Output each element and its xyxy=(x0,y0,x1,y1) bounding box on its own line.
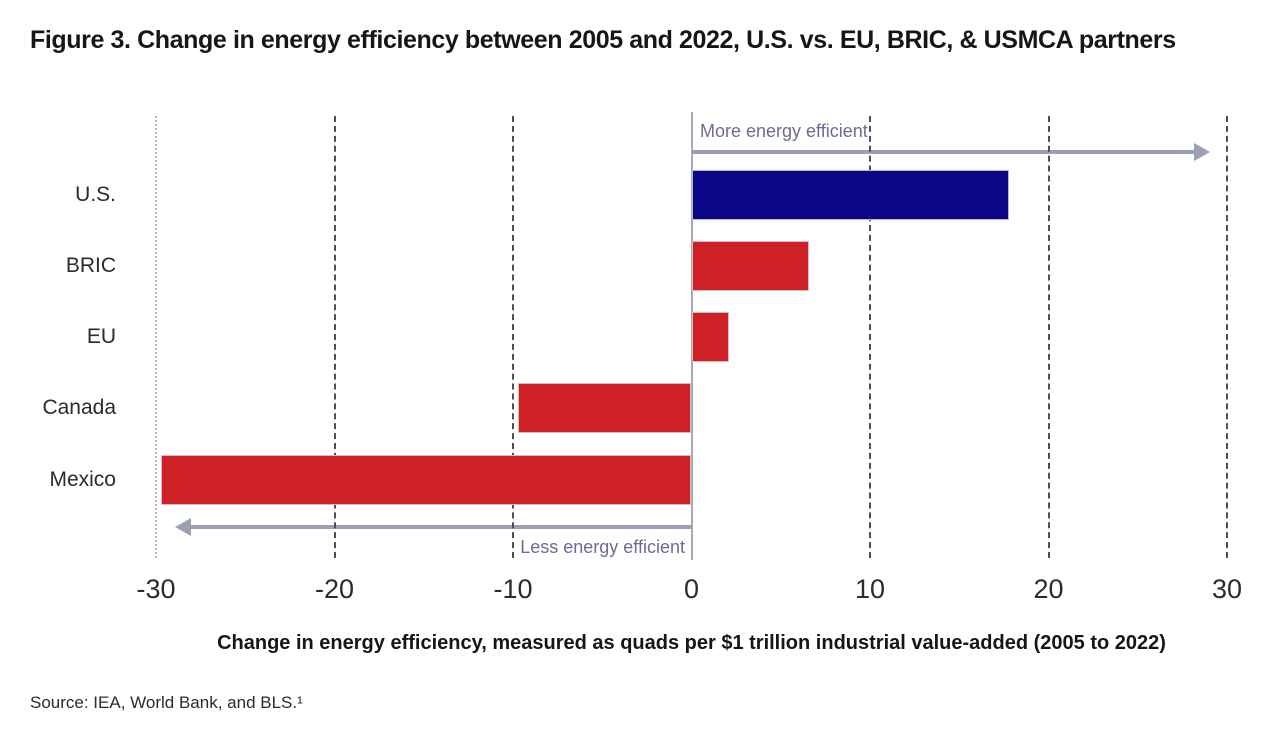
gridline-20 xyxy=(1047,116,1050,558)
category-label-us: U.S. xyxy=(75,183,116,206)
x-tick-label-10: 10 xyxy=(854,574,886,604)
category-label-bric: BRIC xyxy=(65,254,116,277)
x-tick-label-20: 20 xyxy=(1033,574,1064,604)
bar-bric xyxy=(691,241,810,291)
figure-title: Figure 3. Change in energy efficiency be… xyxy=(30,26,1176,54)
x-tick-label-30: 30 xyxy=(1211,574,1243,604)
bar-mexico xyxy=(161,455,692,505)
x-axis-label: Change in energy efficiency, measured as… xyxy=(217,632,1166,654)
gridline--10 xyxy=(512,116,514,558)
more-efficient-arrow xyxy=(693,150,1195,154)
bar-us xyxy=(691,170,1010,220)
left-arrowhead-icon xyxy=(175,518,191,536)
gridline-10 xyxy=(869,116,871,558)
x-tick-label--10: -10 xyxy=(493,574,533,604)
gridline--30 xyxy=(155,116,157,558)
category-label-mexico: Mexico xyxy=(49,468,116,491)
x-tick-label-0: 0 xyxy=(683,574,700,604)
annotation-more-efficient: More energy efficient xyxy=(700,121,868,141)
right-arrowhead-icon xyxy=(1194,143,1210,161)
source-note: Source: IEA, World Bank, and BLS.¹ xyxy=(30,693,303,712)
x-tick-label--30: -30 xyxy=(136,574,176,604)
gridline-30 xyxy=(1226,116,1228,558)
x-tick-label--20: -20 xyxy=(314,574,355,604)
less-efficient-arrow xyxy=(191,525,692,529)
category-label-canada: Canada xyxy=(42,396,116,419)
annotation-less-efficient: Less energy efficient xyxy=(520,537,685,557)
gridline--20 xyxy=(333,116,336,558)
bar-canada xyxy=(518,383,692,433)
category-label-eu: EU xyxy=(86,325,116,348)
bar-eu xyxy=(691,312,729,362)
